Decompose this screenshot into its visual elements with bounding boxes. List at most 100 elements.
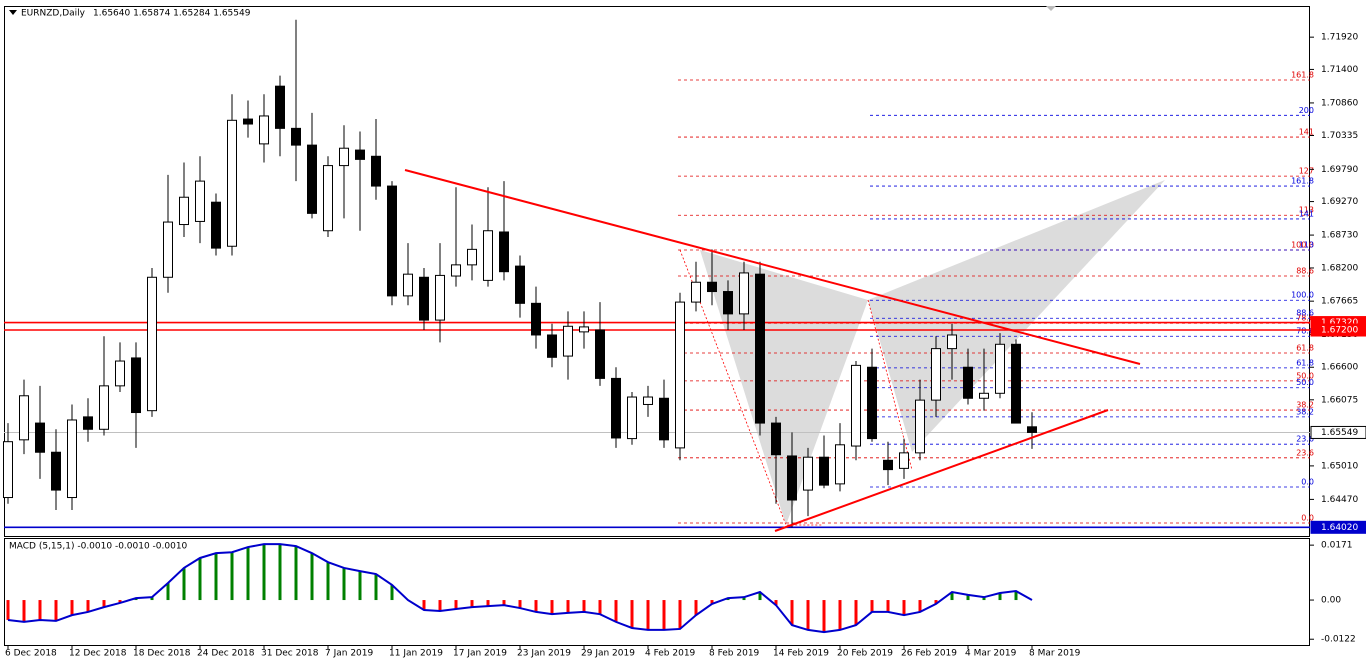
candle-body: [179, 196, 189, 226]
candle-body: [659, 397, 669, 441]
candle-body: [915, 399, 925, 454]
fib-label: 50.0: [1296, 371, 1314, 380]
fib-label: 23.6: [1296, 448, 1314, 457]
price-tag-label: 1.65549: [1321, 428, 1358, 438]
fib-label: 0.0: [1301, 477, 1314, 486]
candle-body: [131, 357, 141, 414]
fib-label: 38.2: [1296, 401, 1314, 410]
candle-body: [643, 396, 653, 405]
fib-label: 38.2: [1296, 407, 1314, 416]
candle-body: [787, 455, 797, 501]
fib-label: 50.0: [1296, 378, 1314, 387]
fib-label: 88.6: [1296, 267, 1314, 276]
candle-body: [451, 264, 461, 277]
y-tick-label: 1.70860: [1321, 98, 1358, 108]
pattern-dashed-line: [867, 299, 913, 471]
candle-body: [1027, 426, 1037, 433]
y-tick-label: 1.66600: [1321, 363, 1358, 373]
y-tick-label: -0.0122: [1321, 635, 1356, 645]
x-tick-label: 14 Feb 2019: [773, 649, 829, 659]
fib-label: 100.0: [1291, 240, 1314, 249]
candle-body: [963, 366, 973, 399]
candle-body: [67, 419, 77, 499]
candle-body: [675, 301, 685, 449]
candle-body: [307, 144, 317, 214]
candle-body: [115, 360, 125, 387]
candle-body: [83, 416, 93, 430]
candle-body: [979, 392, 989, 399]
candle-body: [947, 334, 957, 350]
candle-body: [531, 302, 541, 336]
fib-label: 100.0: [1291, 291, 1314, 300]
x-tick-label: 6 Dec 2018: [5, 649, 57, 659]
trend-line: [404, 169, 1141, 365]
x-tick-label: 23 Jan 2019: [517, 649, 571, 659]
candle-body: [323, 165, 333, 232]
x-tick-label: 29 Jan 2019: [581, 649, 635, 659]
price-tag: [1310, 520, 1366, 534]
price-tag-label: 1.64020: [1321, 523, 1358, 533]
y-tick-label: 1.70335: [1321, 131, 1358, 141]
price-tag-label: 1.67320: [1321, 318, 1358, 328]
macd-title: MACD (5,15,1) -0.0010 -0.0010 -0.0010: [9, 542, 188, 552]
fib-label: 141: [1299, 209, 1314, 218]
x-tick-label: 12 Dec 2018: [69, 649, 127, 659]
header-arrow: [9, 10, 17, 15]
candle-body: [611, 377, 621, 439]
candle-body: [819, 456, 829, 486]
x-tick-label: 20 Feb 2019: [837, 649, 893, 659]
y-tick-label: 1.67665: [1321, 297, 1358, 307]
candle-body: [771, 422, 781, 456]
candle-body: [291, 127, 301, 146]
fib-label: 0.0: [1301, 513, 1314, 522]
candle-body: [355, 149, 365, 160]
price-tag-label: 1.67200: [1321, 326, 1358, 336]
x-tick-label: 26 Feb 2019: [901, 649, 957, 659]
macd-layer: [6, 543, 1033, 634]
candle-body: [627, 396, 637, 440]
time-axis: 6 Dec 2018 12 Dec 2018 18 Dec 2018 24 Dec 2…: [5, 645, 1081, 659]
x-tick-label: 7 Jan 2019: [325, 649, 373, 659]
candle-body: [515, 265, 525, 304]
price-tag: [1310, 323, 1366, 337]
fib-label: 61.8: [1296, 358, 1314, 367]
candle-body: [211, 201, 221, 249]
candle-body: [1011, 343, 1021, 424]
candle-body: [339, 147, 349, 167]
candle-body: [51, 451, 61, 491]
x-tick-label: 8 Mar 2019: [1029, 649, 1081, 659]
candle-body: [35, 422, 45, 453]
candle-body: [739, 272, 749, 315]
fib-label: 78.6: [1296, 327, 1314, 336]
candle-body: [99, 385, 109, 430]
macd-line: [7, 543, 1033, 634]
x-tick-label: 11 Jan 2019: [389, 649, 443, 659]
fib-label: 200: [1299, 106, 1314, 115]
x-tick-label: 4 Feb 2019: [645, 649, 696, 659]
candle-body: [755, 273, 765, 424]
candle-body: [595, 329, 605, 379]
y-tick-label: 1.71920: [1321, 33, 1358, 43]
x-tick-label: 17 Jan 2019: [453, 649, 507, 659]
y-tick-label: 1.69270: [1321, 197, 1358, 207]
candle-body: [691, 281, 701, 303]
fibonacci-layer: 161.8141127113100.088.678.661.850.038.22…: [678, 70, 1314, 524]
fib-label: 23.6: [1296, 435, 1314, 444]
candle-body: [147, 276, 157, 412]
y-tick-label: 0.00: [1321, 596, 1341, 606]
candle-body: [803, 456, 813, 491]
trend-lines: [404, 169, 1141, 532]
fib-label: 161.8: [1291, 177, 1314, 186]
candle-body: [435, 274, 445, 321]
candle-body: [259, 115, 269, 145]
candle-body: [931, 348, 941, 401]
x-tick-label: 18 Dec 2018: [133, 649, 191, 659]
y-tick-label: 0.0171: [1321, 541, 1353, 551]
candle-body: [707, 281, 717, 293]
fib-label: 113: [1299, 206, 1314, 215]
y-tick-label: 1.71400: [1321, 65, 1358, 75]
candle-body: [851, 364, 861, 447]
candle-body: [163, 221, 173, 278]
candle-body: [467, 248, 477, 266]
